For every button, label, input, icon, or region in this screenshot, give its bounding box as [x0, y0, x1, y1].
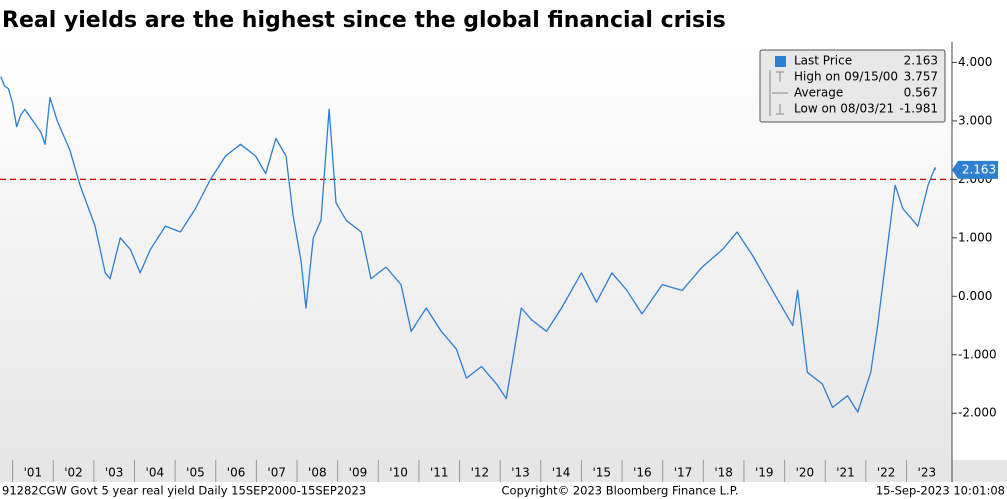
x-tick-label: '17 — [674, 466, 693, 480]
footer-right: 15-Sep-2023 10:01:08 — [876, 484, 1005, 498]
legend-value: 2.163 — [904, 54, 938, 68]
legend-value: 0.567 — [904, 86, 938, 100]
legend-label: Low on 08/03/21 — [794, 102, 894, 116]
last-price-label: 2.163 — [962, 162, 996, 176]
x-tick-label: '16 — [633, 466, 652, 480]
y-tick-label: 1.000 — [958, 230, 992, 244]
x-tick-label: '19 — [755, 466, 774, 480]
x-tick-label: '10 — [389, 466, 408, 480]
legend-value: 3.757 — [904, 70, 938, 84]
y-tick-label: 3.000 — [958, 113, 992, 127]
x-tick-label: '01 — [24, 466, 43, 480]
x-tick-label: '04 — [146, 466, 165, 480]
legend-icons — [769, 70, 788, 116]
legend-label: High on 09/15/00 — [794, 70, 898, 84]
x-tick-label: '14 — [552, 466, 571, 480]
legend-swatch — [775, 56, 786, 67]
x-tick-label: '22 — [877, 466, 896, 480]
x-tick-label: '12 — [471, 466, 490, 480]
y-tick-label: -2.000 — [958, 406, 997, 420]
x-tick-label: '11 — [430, 466, 449, 480]
x-tick-label: '18 — [714, 466, 733, 480]
x-tick-label: '05 — [186, 466, 205, 480]
legend-label: Last Price — [794, 54, 852, 68]
x-tick-label: '07 — [267, 466, 286, 480]
y-tick-label: 0.000 — [958, 289, 992, 303]
legend-label: Average — [794, 86, 843, 100]
legend: Last Price 2.163 High on 09/15/00 3.757 … — [759, 49, 946, 123]
x-tick-label: '02 — [64, 466, 83, 480]
x-tick-label: '03 — [105, 466, 124, 480]
legend-value: -1.981 — [899, 102, 938, 116]
chart-title: Real yields are the highest since the gl… — [2, 8, 726, 33]
x-tick-label: '20 — [796, 466, 815, 480]
y-tick-label: 4.000 — [958, 55, 992, 69]
last-price-tag — [952, 160, 998, 179]
y-tick-label: -1.000 — [958, 347, 997, 361]
x-tick-label: '23 — [918, 466, 937, 480]
data-line — [0, 76, 936, 413]
x-tick-label: '15 — [592, 466, 611, 480]
x-tick-label: '13 — [511, 466, 530, 480]
x-tick-label: '08 — [308, 466, 327, 480]
footer-center: Copyright© 2023 Bloomberg Finance L.P. — [502, 484, 739, 498]
footer-left: 91282CGW Govt 5 year real yield Daily 15… — [2, 484, 366, 498]
x-tick-label: '06 — [227, 466, 246, 480]
x-tick-label: '21 — [836, 466, 855, 480]
x-tick-label: '09 — [349, 466, 368, 480]
legend-box — [759, 49, 946, 123]
x-axis-band — [0, 460, 1007, 482]
